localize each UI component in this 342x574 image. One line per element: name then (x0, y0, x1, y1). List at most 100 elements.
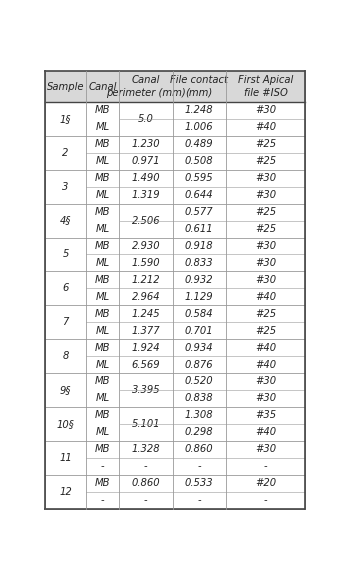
Text: 0.644: 0.644 (185, 190, 214, 200)
Text: MB: MB (95, 106, 110, 115)
Text: 1.006: 1.006 (185, 122, 214, 133)
Text: 0.611: 0.611 (185, 224, 214, 234)
Text: 0.860: 0.860 (185, 444, 214, 454)
Text: -: - (144, 495, 148, 505)
Text: 1.924: 1.924 (132, 343, 160, 352)
Text: 2.506: 2.506 (132, 216, 160, 226)
Text: MB: MB (95, 377, 110, 386)
Text: #25: #25 (255, 139, 276, 149)
Text: #25: #25 (255, 156, 276, 166)
Text: ML: ML (95, 122, 109, 133)
Text: ML: ML (95, 427, 109, 437)
Text: ML: ML (95, 190, 109, 200)
Text: ML: ML (95, 224, 109, 234)
Text: -: - (101, 461, 104, 471)
Text: Canal: Canal (88, 82, 117, 92)
Bar (45, 373, 305, 407)
Text: Sample: Sample (47, 82, 84, 92)
Text: #30: #30 (255, 190, 276, 200)
Text: #25: #25 (255, 207, 276, 217)
Text: #30: #30 (255, 377, 276, 386)
Text: MB: MB (95, 207, 110, 217)
Bar (45, 71, 305, 102)
Bar (45, 170, 305, 204)
Text: 0.860: 0.860 (132, 478, 160, 488)
Text: First Apical
file #ISO: First Apical file #ISO (238, 75, 293, 98)
Bar (45, 136, 305, 170)
Bar (45, 204, 305, 238)
Text: 1.212: 1.212 (132, 275, 160, 285)
Text: 0.533: 0.533 (185, 478, 214, 488)
Text: #40: #40 (255, 343, 276, 352)
Text: 3.395: 3.395 (132, 385, 160, 395)
Text: 1.245: 1.245 (132, 309, 160, 319)
Text: -: - (144, 461, 148, 471)
Text: MB: MB (95, 309, 110, 319)
Text: 0.838: 0.838 (185, 393, 214, 404)
Text: 1.308: 1.308 (185, 410, 214, 420)
Text: #30: #30 (255, 106, 276, 115)
Text: 6: 6 (63, 284, 69, 293)
Text: 0.918: 0.918 (185, 241, 214, 251)
Bar (45, 102, 305, 136)
Bar (45, 238, 305, 272)
Text: MB: MB (95, 410, 110, 420)
Text: -: - (264, 495, 267, 505)
Text: 10§: 10§ (57, 419, 75, 429)
Text: -: - (197, 495, 201, 505)
Text: ML: ML (95, 156, 109, 166)
Text: ML: ML (95, 393, 109, 404)
Text: #20: #20 (255, 478, 276, 488)
Text: 0.489: 0.489 (185, 139, 214, 149)
Bar (45, 339, 305, 373)
Text: -: - (264, 461, 267, 471)
Text: 11: 11 (59, 453, 72, 463)
Text: #30: #30 (255, 241, 276, 251)
Text: 1.230: 1.230 (132, 139, 160, 149)
Text: #40: #40 (255, 122, 276, 133)
Text: 1§: 1§ (60, 114, 71, 124)
Text: #40: #40 (255, 427, 276, 437)
Text: 0.584: 0.584 (185, 309, 214, 319)
Text: #30: #30 (255, 258, 276, 268)
Text: 3: 3 (63, 182, 69, 192)
Text: MB: MB (95, 139, 110, 149)
Bar (45, 441, 305, 475)
Text: MB: MB (95, 275, 110, 285)
Text: 0.932: 0.932 (185, 275, 214, 285)
Bar (45, 305, 305, 339)
Text: 1.328: 1.328 (132, 444, 160, 454)
Text: 4§: 4§ (60, 216, 71, 226)
Text: 1.129: 1.129 (185, 292, 214, 302)
Text: MB: MB (95, 241, 110, 251)
Text: 0.508: 0.508 (185, 156, 214, 166)
Text: 2.930: 2.930 (132, 241, 160, 251)
Text: MB: MB (95, 173, 110, 183)
Text: 1.590: 1.590 (132, 258, 160, 268)
Text: 0.520: 0.520 (185, 377, 214, 386)
Text: 1.248: 1.248 (185, 106, 214, 115)
Text: 0.971: 0.971 (132, 156, 160, 166)
Text: ML: ML (95, 292, 109, 302)
Text: 0.298: 0.298 (185, 427, 214, 437)
Text: #40: #40 (255, 359, 276, 370)
Bar (45, 475, 305, 509)
Text: 1.377: 1.377 (132, 325, 160, 336)
Text: 0.577: 0.577 (185, 207, 214, 217)
Text: 5.101: 5.101 (132, 419, 160, 429)
Text: 8: 8 (63, 351, 69, 361)
Text: MB: MB (95, 444, 110, 454)
Text: 1.319: 1.319 (132, 190, 160, 200)
Bar (45, 407, 305, 441)
Text: MB: MB (95, 478, 110, 488)
Text: File contact
(mm): File contact (mm) (170, 75, 228, 98)
Text: Canal
perimeter (mm): Canal perimeter (mm) (106, 75, 186, 98)
Text: -: - (101, 495, 104, 505)
Text: 0.701: 0.701 (185, 325, 214, 336)
Text: ML: ML (95, 359, 109, 370)
Text: 1.490: 1.490 (132, 173, 160, 183)
Text: 2.964: 2.964 (132, 292, 160, 302)
Text: #30: #30 (255, 444, 276, 454)
Text: MB: MB (95, 343, 110, 352)
Text: 5: 5 (63, 250, 69, 259)
